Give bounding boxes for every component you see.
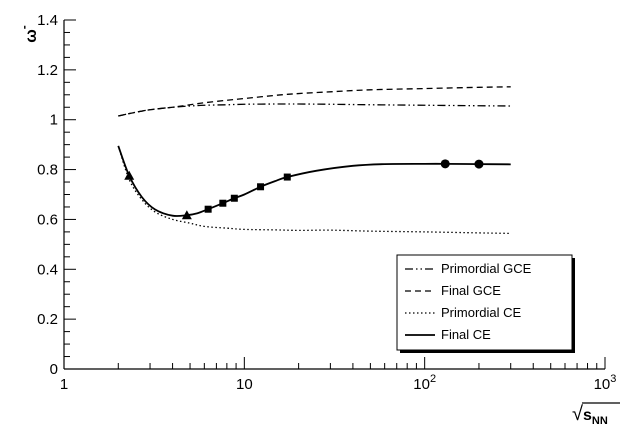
x-tick-label: 103 bbox=[594, 373, 617, 393]
legend-label-primordial-ce: Primordial CE bbox=[441, 305, 522, 320]
y-tick-label: 0.2 bbox=[37, 311, 58, 328]
square-marker bbox=[283, 173, 291, 181]
square-marker bbox=[257, 183, 265, 191]
x-tick-exponent: 2 bbox=[430, 373, 436, 385]
y-axis-title: ω- bbox=[17, 25, 40, 43]
legend-label-final-gce: Final GCE bbox=[441, 283, 501, 298]
axes: 0 0.2 0.4 0.6 0.8 1 1.2 1.4 1 10 102 103 ω- √sNN bbox=[17, 12, 620, 427]
y-tick-label: 0.4 bbox=[37, 261, 58, 278]
y-axis-superscript: - bbox=[17, 25, 31, 29]
sqrt-symbol: √ bbox=[572, 403, 583, 425]
legend-label-final-ce: Final CE bbox=[441, 327, 491, 342]
triangle-marker bbox=[124, 170, 135, 180]
x-axis-base: s bbox=[583, 407, 592, 424]
triangle-marker bbox=[181, 210, 192, 220]
x-axis-title: √sNN bbox=[572, 403, 608, 427]
y-tick-label: 1 bbox=[50, 112, 58, 129]
y-tick-label: 0.8 bbox=[37, 162, 58, 179]
legend-label-primordial-gce: Primordial GCE bbox=[441, 261, 532, 276]
series-line-primordial-ce bbox=[117, 145, 511, 235]
y-tick-label: 1.4 bbox=[37, 12, 58, 29]
circle-marker bbox=[474, 159, 484, 169]
series-line-primordial-gce bbox=[118, 103, 511, 117]
x-tick-exponent: 3 bbox=[610, 373, 616, 385]
circle-marker bbox=[440, 159, 450, 169]
series-line-final-ce bbox=[117, 145, 511, 217]
series-line-final-gce bbox=[118, 86, 511, 117]
x-tick-label: 10 bbox=[236, 376, 253, 393]
x-tick-label: 1 bbox=[60, 376, 68, 393]
plot-area bbox=[117, 86, 511, 235]
legend: Primordial GCE Final GCE Primordial CE Fina… bbox=[396, 254, 575, 353]
square-marker bbox=[219, 199, 227, 207]
square-marker bbox=[204, 205, 212, 213]
x-axis-subscript: NN bbox=[592, 415, 608, 427]
x-tick-label: 102 bbox=[413, 373, 436, 393]
square-marker bbox=[230, 194, 238, 202]
y-tick-label: 0 bbox=[50, 361, 58, 378]
y-tick-label: 1.2 bbox=[37, 62, 58, 79]
y-axis-symbol: ω bbox=[23, 29, 40, 43]
y-tick-label: 0.6 bbox=[37, 211, 58, 228]
